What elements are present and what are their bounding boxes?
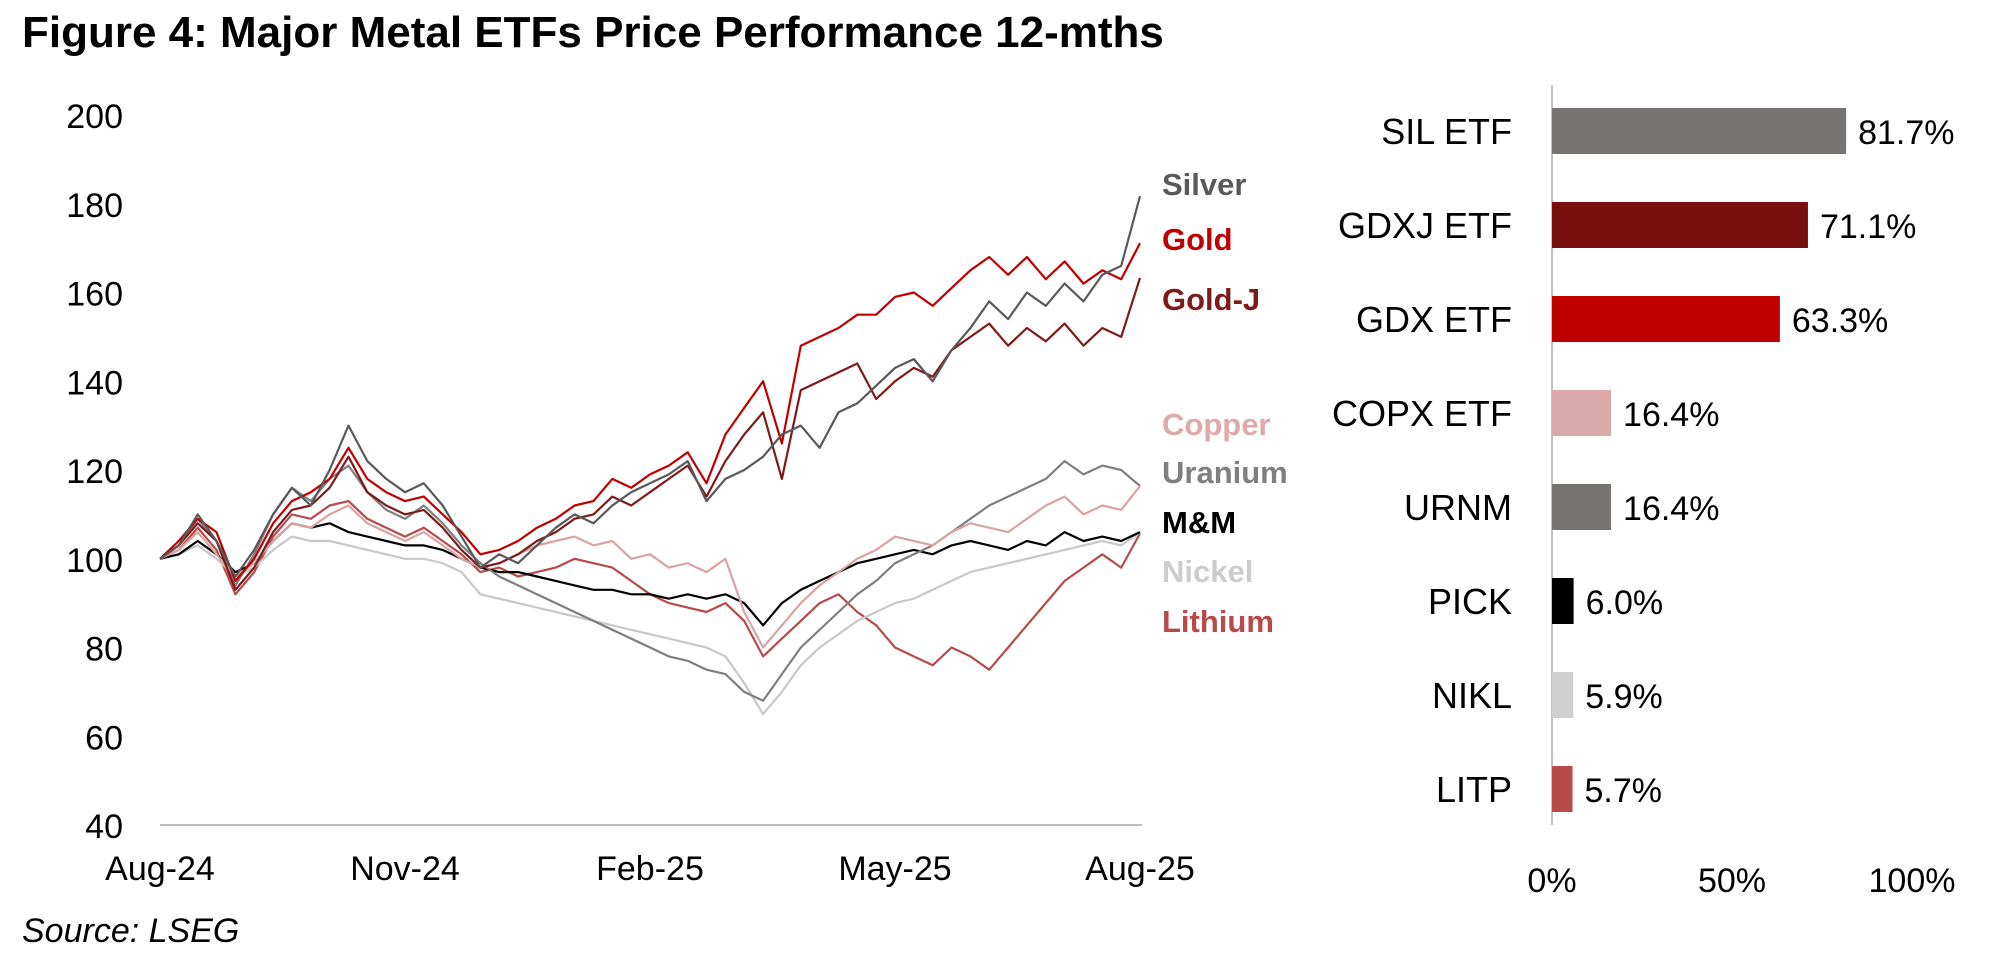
- bar-category-gdx-etf: GDX ETF: [1356, 299, 1512, 340]
- y-tick-label-180: 180: [66, 187, 123, 225]
- series-label-uranium: Uranium: [1162, 455, 1288, 490]
- bar-value-label-nikl: 5.9%: [1585, 678, 1663, 716]
- bar-category-nikl: NIKL: [1432, 675, 1512, 716]
- bar-value-label-sil-etf: 81.7%: [1858, 114, 1954, 152]
- bar-value-label-litp: 5.7%: [1585, 772, 1663, 810]
- y-tick-label-60: 60: [85, 719, 123, 757]
- bar-value-label-gdxj-etf: 71.1%: [1820, 208, 1916, 246]
- bar-copx-etf: [1552, 390, 1612, 436]
- y-tick-label-140: 140: [66, 364, 123, 402]
- bar-category-sil-etf: SIL ETF: [1381, 111, 1512, 152]
- bar-x-tick-50pct: 50%: [1698, 862, 1766, 900]
- bar-gdxj-etf: [1552, 202, 1808, 248]
- bar-category-pick: PICK: [1428, 581, 1512, 622]
- bar-x-tick-100pct: 100%: [1869, 862, 1956, 900]
- series-label-gold: Gold: [1162, 222, 1233, 257]
- x-tick-label-aug-24: Aug-24: [105, 850, 215, 888]
- series-label-m-m: M&M: [1162, 505, 1236, 540]
- x-tick-label-feb-25: Feb-25: [596, 850, 704, 888]
- y-tick-label-120: 120: [66, 453, 123, 491]
- bar-x-tick-0pct: 0%: [1527, 862, 1576, 900]
- bar-value-label-urnm: 16.4%: [1623, 490, 1719, 528]
- bar-value-label-pick: 6.0%: [1586, 584, 1664, 622]
- bar-urnm: [1552, 484, 1612, 530]
- y-tick-label-100: 100: [66, 542, 123, 580]
- bar-nikl: [1552, 672, 1574, 718]
- bar-value-label-gdx-etf: 63.3%: [1792, 302, 1888, 340]
- y-tick-label-80: 80: [85, 631, 123, 669]
- y-tick-label-40: 40: [85, 808, 123, 846]
- figure-title: Figure 4: Major Metal ETFs Price Perform…: [22, 8, 1164, 57]
- source-note: Source: LSEG: [22, 912, 240, 950]
- series-label-silver: Silver: [1162, 167, 1246, 202]
- y-tick-label-200: 200: [66, 98, 123, 136]
- series-label-copper: Copper: [1162, 407, 1271, 442]
- series-label-nickel: Nickel: [1162, 554, 1253, 589]
- series-label-lithium: Lithium: [1162, 604, 1274, 639]
- series-line-m-m: [159, 522, 1141, 627]
- series-line-nickel: [159, 531, 1141, 716]
- bar-category-litp: LITP: [1436, 769, 1512, 810]
- bar-sil-etf: [1552, 108, 1847, 154]
- x-tick-label-aug-25: Aug-25: [1085, 850, 1195, 888]
- series-line-gold-j: [159, 277, 1142, 591]
- series-line-uranium: [159, 460, 1141, 702]
- bar-category-gdxj-etf: GDXJ ETF: [1338, 205, 1512, 246]
- bar-pick: [1552, 578, 1574, 624]
- x-tick-label-may-25: May-25: [838, 850, 951, 888]
- y-tick-label-160: 160: [66, 276, 123, 314]
- bar-category-copx-etf: COPX ETF: [1332, 393, 1512, 434]
- series-line-copper: [159, 485, 1141, 649]
- x-tick-label-nov-24: Nov-24: [350, 850, 460, 888]
- series-label-gold-j: Gold-J: [1162, 282, 1260, 317]
- bar-category-urnm: URNM: [1404, 487, 1512, 528]
- series-line-silver: [159, 195, 1142, 578]
- bar-value-label-copx-etf: 16.4%: [1623, 396, 1719, 434]
- bar-litp: [1552, 766, 1573, 812]
- bar-gdx-etf: [1552, 296, 1780, 342]
